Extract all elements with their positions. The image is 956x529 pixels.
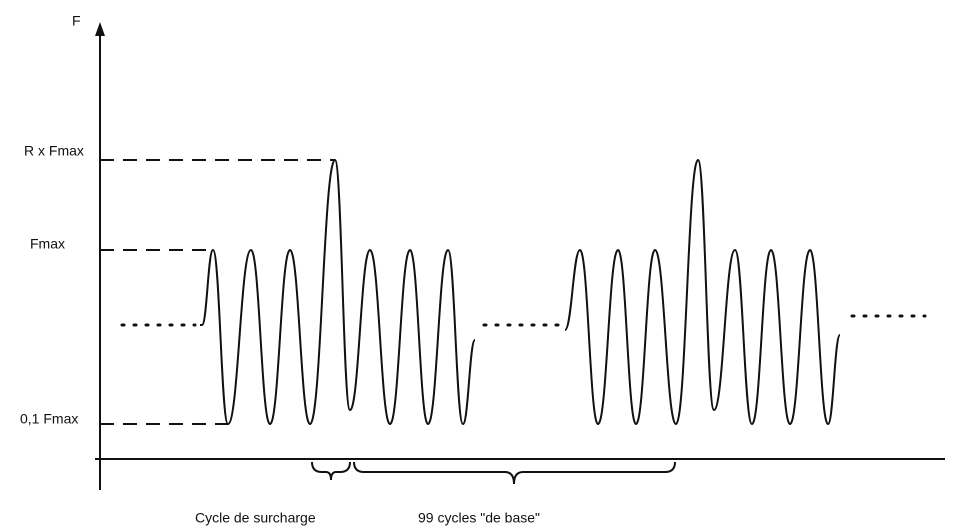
annotation: 99 cycles "de base" <box>418 510 540 526</box>
brace <box>353 461 676 485</box>
y-axis-arrow <box>95 22 105 36</box>
level-label: 0,1 Fmax <box>20 411 78 427</box>
waveform <box>199 158 841 426</box>
axis-label: F <box>72 13 81 29</box>
level-label: Fmax <box>30 236 65 252</box>
annotation: Cycle de surcharge <box>195 510 316 526</box>
brace <box>311 461 351 481</box>
level-label: R x Fmax <box>24 143 84 159</box>
